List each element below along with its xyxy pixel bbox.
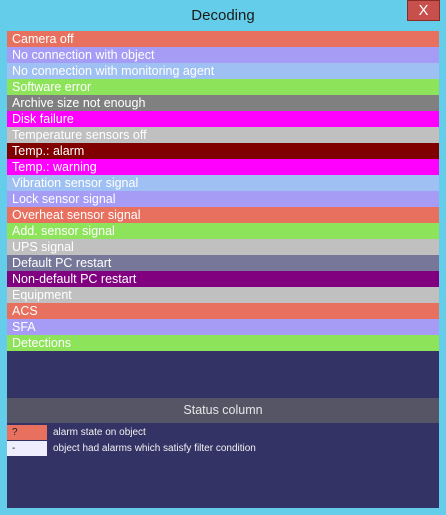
legend-row: Vibration sensor signal [7,175,439,191]
status-list: ? alarm state on object - object had alarms… [7,425,439,457]
legend-row: Temp.: alarm [7,143,439,159]
window-title: Decoding [191,7,255,24]
status-column-header: Status column [7,398,439,423]
legend-row: Camera off [7,31,439,47]
status-description: alarm state on object [53,427,146,438]
title-bar[interactable]: Decoding X [0,0,446,31]
legend-row: Disk failure [7,111,439,127]
legend-row: Temp.: warning [7,159,439,175]
legend-row: Equipment [7,287,439,303]
legend-row: No connection with monitoring agent [7,63,439,79]
legend-row: Default PC restart [7,255,439,271]
legend-row: ACS [7,303,439,319]
legend-row: No connection with object [7,47,439,63]
close-icon: X [418,2,429,19]
legend-row: Overheat sensor signal [7,207,439,223]
status-swatch: ? [7,425,47,440]
close-button[interactable]: X [407,0,440,21]
legend-row: Add. sensor signal [7,223,439,239]
legend-row: SFA [7,319,439,335]
legend-row: Temperature sensors off [7,127,439,143]
legend-list: Camera off No connection with object No co… [7,31,439,351]
status-row: ? alarm state on object [7,425,439,441]
status-description: object had alarms which satisfy filter c… [53,443,256,454]
legend-row: Detections [7,335,439,351]
legend-row: UPS signal [7,239,439,255]
legend-row: Software error [7,79,439,95]
legend-row: Non-default PC restart [7,271,439,287]
legend-row: Archive size not enough [7,95,439,111]
status-row: - object had alarms which satisfy filter … [7,441,439,457]
status-swatch: - [7,441,47,456]
legend-row: Lock sensor signal [7,191,439,207]
legend-panel: Camera off No connection with object No co… [7,31,439,508]
